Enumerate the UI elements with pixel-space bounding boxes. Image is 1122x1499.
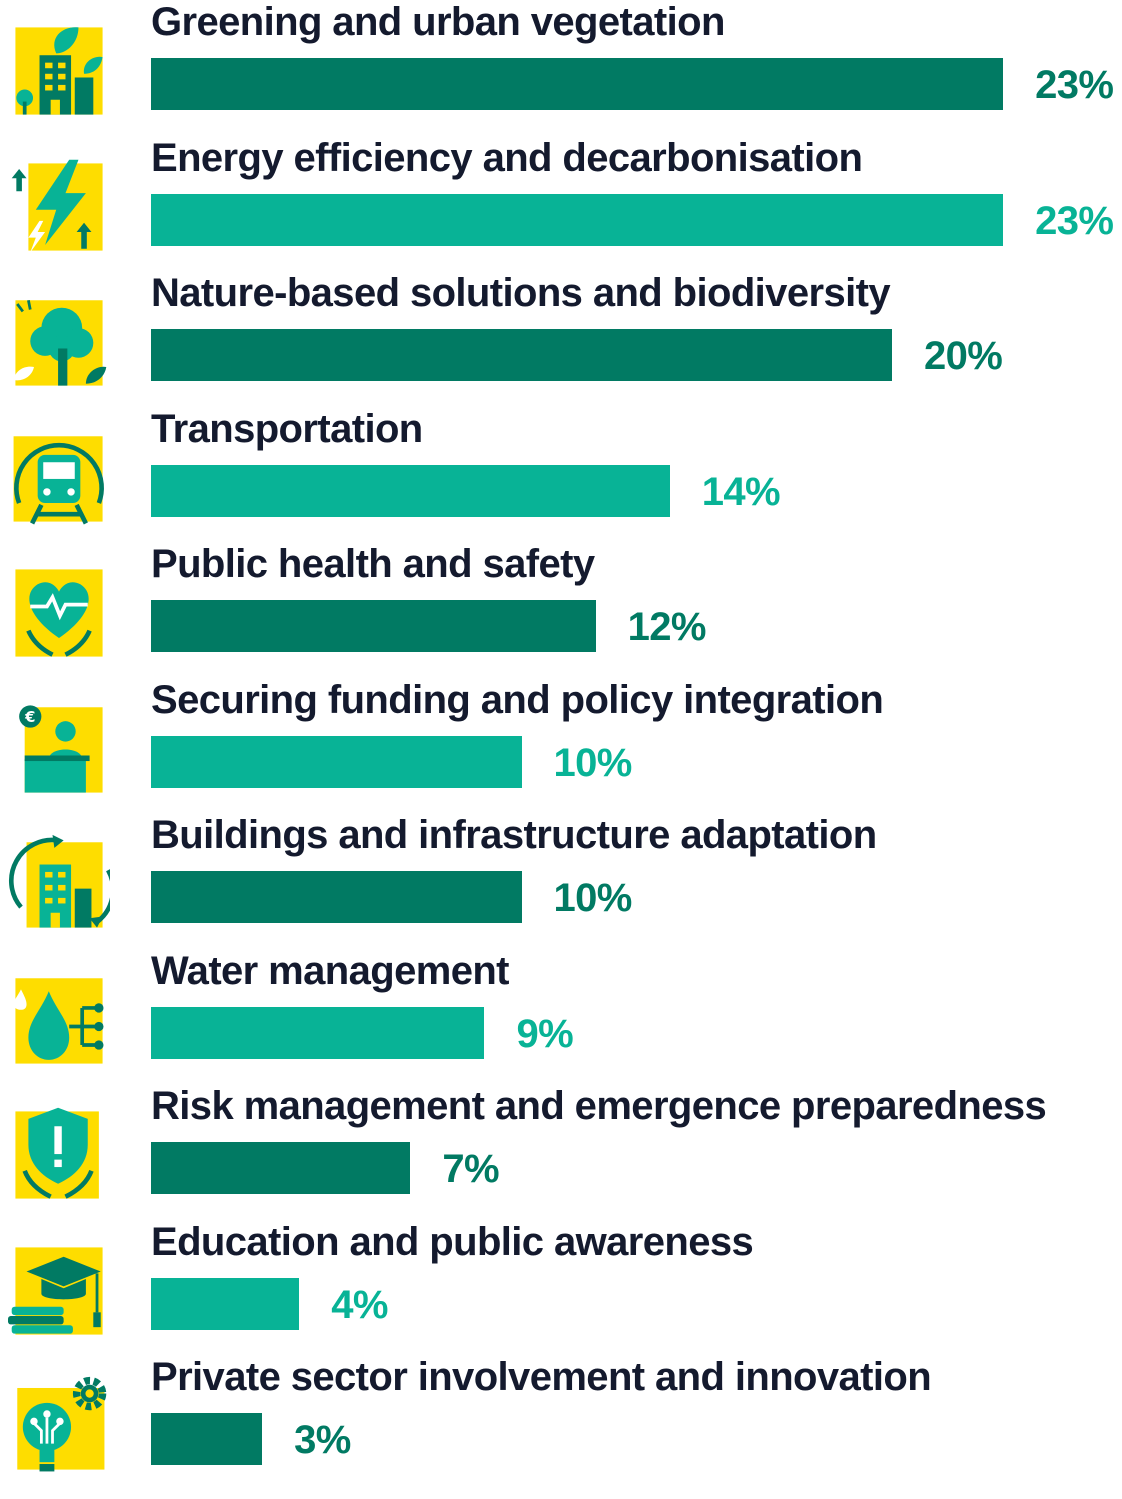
water-drop-icon	[13, 977, 104, 1064]
bar-label: Transportation	[151, 406, 423, 451]
bar-value-label: 23%	[1035, 63, 1114, 107]
bar-label: Private sector involvement and innovatio…	[151, 1355, 932, 1399]
bar-row: Greening and urban vegetation 23%	[0, 0, 1122, 144]
bar-row: Risk management and emergence preparedne…	[0, 1084, 1122, 1228]
bar-row: Water management 9%	[0, 949, 1122, 1093]
bar	[151, 735, 522, 788]
bar-value-label: 20%	[924, 334, 1003, 378]
bar	[151, 464, 670, 517]
funding-podium-icon: €	[19, 704, 103, 793]
bar-label: Greening and urban vegetation	[151, 0, 725, 44]
bar	[151, 1006, 485, 1059]
bar-row: Education and public awareness 4%	[0, 1220, 1122, 1364]
bar-row: Energy efficiency and decarbonisation 23%	[0, 136, 1122, 280]
bar-value-label: 3%	[294, 1418, 351, 1462]
bar	[151, 1277, 300, 1330]
bar	[151, 329, 892, 381]
bar-label: Water management	[151, 948, 510, 993]
bar-row: € Securing funding and policy integratio…	[0, 678, 1122, 822]
train-icon	[13, 435, 104, 524]
bar	[151, 58, 1004, 110]
building-cycle-icon	[9, 834, 110, 928]
lightbulb-gear-icon	[17, 1376, 107, 1472]
bar-row: Private sector involvement and innovatio…	[0, 1355, 1122, 1499]
heart-hands-icon	[15, 569, 103, 657]
bar-value-label: 14%	[701, 469, 781, 514]
tree-icon	[13, 299, 107, 386]
bar	[151, 1413, 263, 1465]
bar-label: Nature-based solutions and biodiversity	[151, 271, 891, 315]
bar-row: Buildings and infrastructure adaptation 1…	[0, 813, 1122, 957]
green-buildings-icon	[15, 27, 103, 115]
bar	[151, 871, 522, 923]
bar-value-label: 10%	[553, 740, 633, 785]
bar-label: Energy efficiency and decarbonisation	[151, 135, 863, 180]
bar-label: Public health and safety	[151, 542, 595, 586]
bar-value-label: 23%	[1035, 198, 1114, 243]
bar-value-label: 9%	[516, 1011, 574, 1056]
bar-value-label: 7%	[442, 1147, 499, 1191]
svg-text:€: €	[24, 709, 35, 726]
bar-label: Securing funding and policy integration	[151, 677, 884, 722]
energy-bolt-icon	[11, 159, 103, 252]
bar-value-label: 10%	[553, 876, 633, 920]
bar-label: Risk management and emergence preparedne…	[151, 1084, 1047, 1128]
bar	[151, 600, 596, 652]
shield-hands-icon	[15, 1107, 99, 1199]
bar-row: Public health and safety 12%	[0, 542, 1122, 686]
bar	[151, 193, 1004, 246]
bar-value-label: 12%	[627, 605, 707, 649]
graduation-books-icon	[8, 1246, 103, 1335]
bar-label: Buildings and infrastructure adaptation	[151, 813, 877, 857]
bar	[151, 1142, 411, 1194]
bar-value-label: 4%	[331, 1282, 388, 1327]
bar-row: Nature-based solutions and biodiversity 2…	[0, 271, 1122, 415]
bar-label: Education and public awareness	[151, 1219, 754, 1264]
bar-row: Transportation 14%	[0, 407, 1122, 551]
